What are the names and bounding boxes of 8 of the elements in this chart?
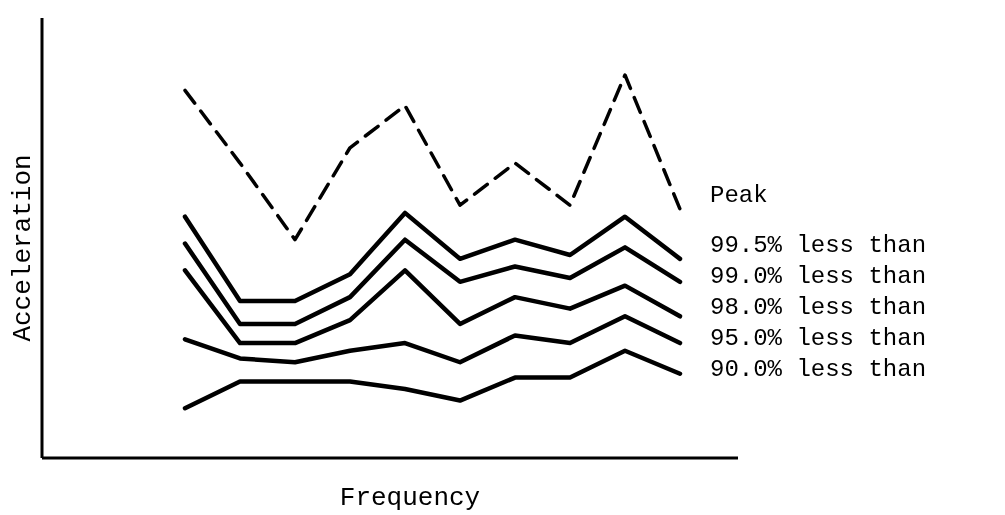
series-label: Peak (710, 182, 768, 210)
series-label: 99.0% less than (710, 263, 927, 291)
series-label: 98.0% less than (710, 294, 927, 322)
series-label: 95.0% less than (710, 325, 927, 353)
x-axis-title: Frequency (339, 483, 481, 513)
series-label: 99.5% less than (710, 232, 927, 260)
y-axis-title: Acceleration (8, 154, 38, 342)
series-label: 90.0% less than (710, 356, 927, 384)
